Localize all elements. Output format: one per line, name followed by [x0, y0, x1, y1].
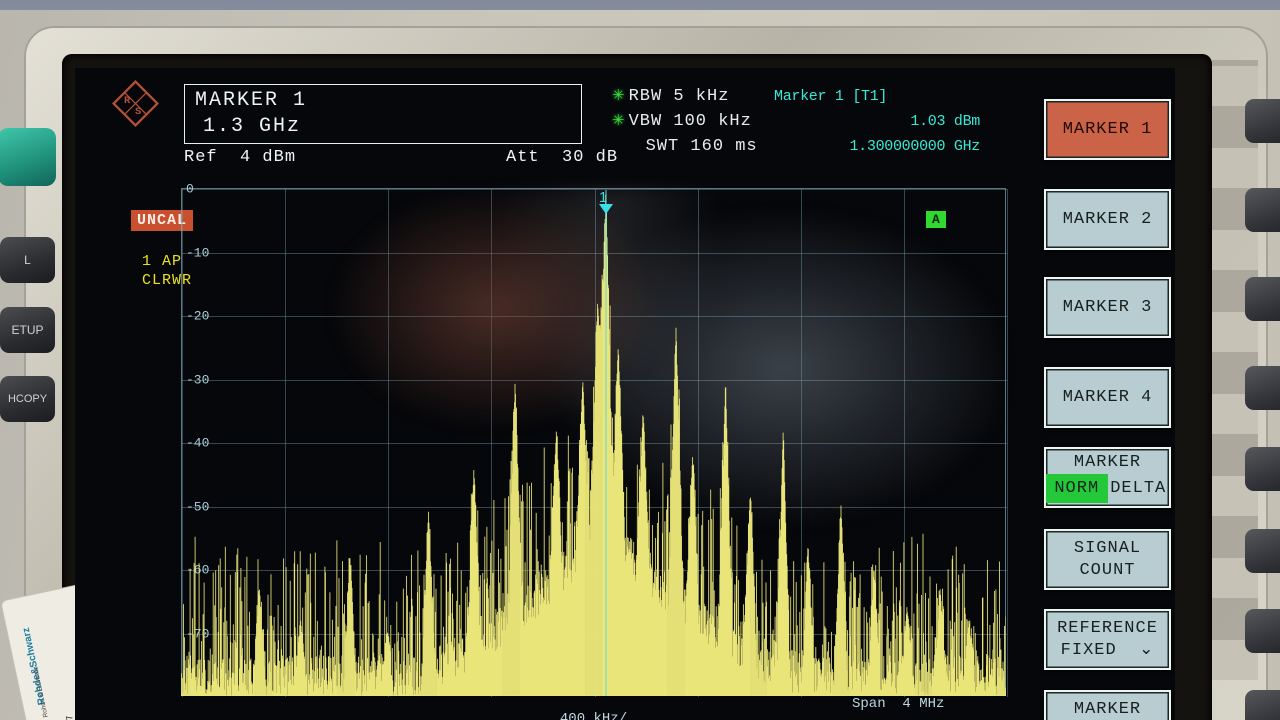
- svg-text:1: 1: [599, 189, 607, 206]
- svg-text:S: S: [135, 106, 141, 118]
- svg-text:R: R: [124, 95, 131, 107]
